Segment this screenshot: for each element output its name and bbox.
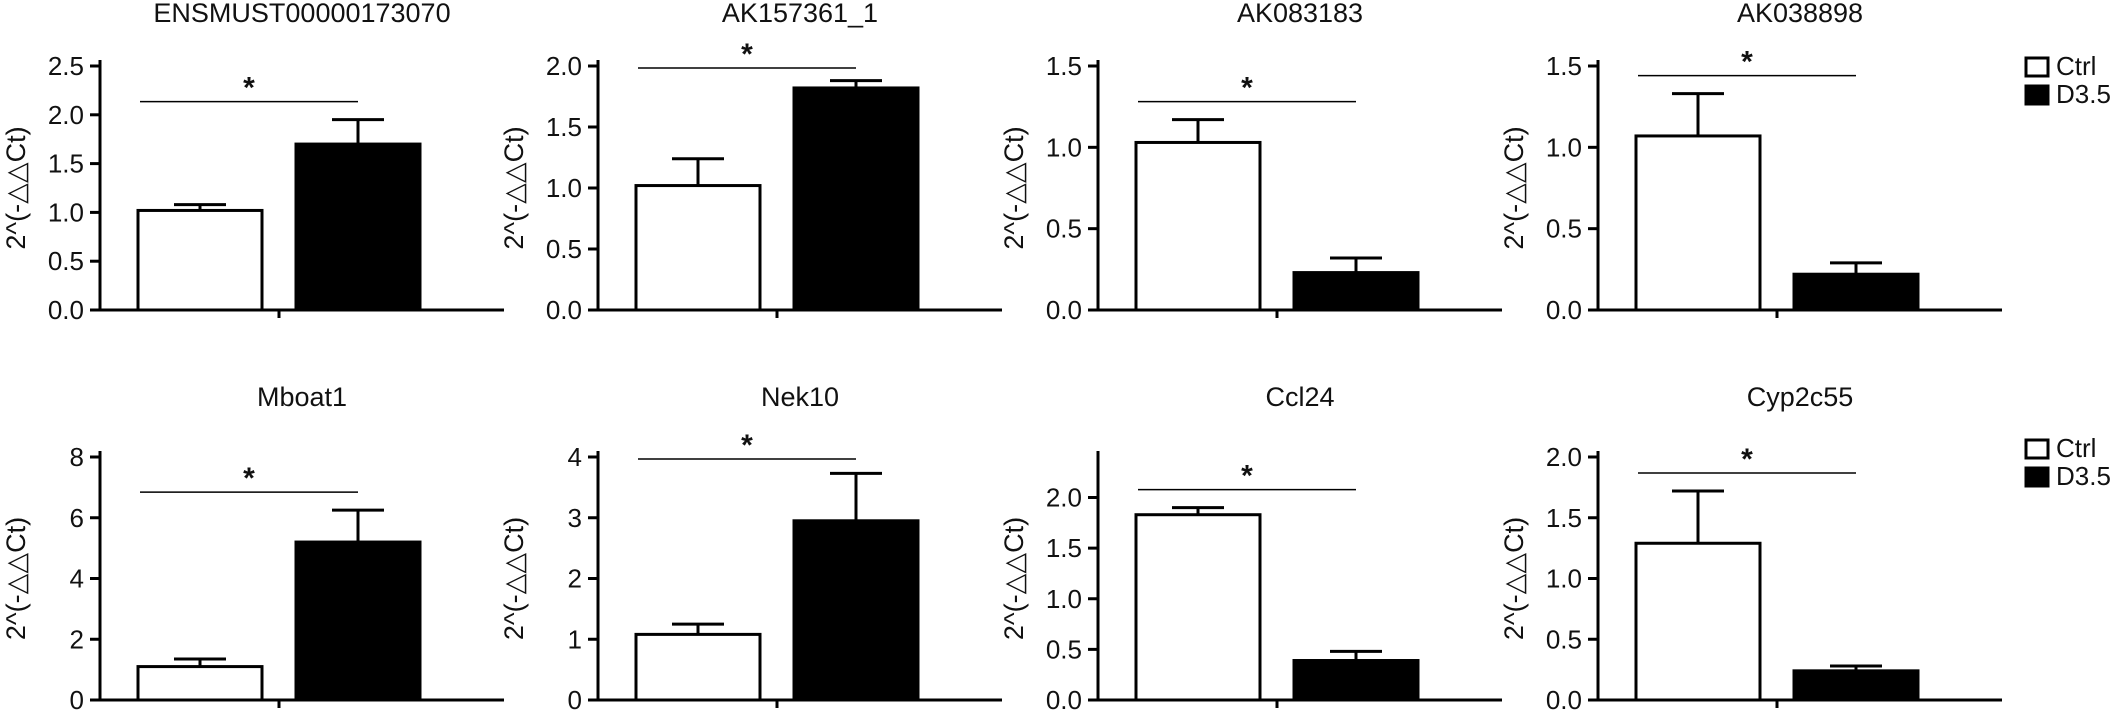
- y-tick-label: 4: [70, 564, 84, 594]
- y-axis-label: 2^(-△△Ct): [499, 517, 529, 640]
- significance-star: *: [243, 72, 255, 105]
- y-tick-label: 0: [70, 685, 84, 714]
- y-tick-label: 2: [568, 564, 582, 594]
- significance-star: *: [741, 38, 753, 71]
- panel-title: ENSMUST00000173070: [153, 0, 450, 28]
- chart-panel: AK038898 2^(-△△Ct) 0.0 0.5 1.0 1.5 *: [1499, 0, 2002, 325]
- y-tick-label: 2: [70, 624, 84, 654]
- bar-ctrl: [1134, 513, 1262, 702]
- y-axis-label: 2^(-△△Ct): [1, 126, 31, 249]
- panel-title: Cyp2c55: [1747, 382, 1854, 412]
- panel-title: Mboat1: [257, 382, 347, 412]
- y-tick-label: 0.5: [546, 234, 582, 264]
- significance-star: *: [1741, 46, 1753, 79]
- bar-ctrl: [1634, 134, 1762, 312]
- bar-d35: [294, 142, 422, 312]
- y-tick-label: 0.0: [1546, 685, 1582, 714]
- significance-star: *: [1241, 460, 1253, 493]
- y-tick-label: 1.5: [1046, 533, 1082, 563]
- y-tick-label: 0.0: [546, 295, 582, 325]
- y-tick-label: 1.0: [1546, 132, 1582, 162]
- y-tick-label: 2.5: [48, 51, 84, 81]
- panel-title: AK038898: [1737, 0, 1863, 28]
- y-tick-label: 1.0: [1046, 584, 1082, 614]
- chart-panel: Mboat1 2^(-△△Ct) 0 2 4 6 8 *: [1, 382, 504, 714]
- y-axis-label: 2^(-△△Ct): [499, 126, 529, 249]
- y-tick-label: 8: [70, 442, 84, 472]
- legend-label: D3.5: [2056, 461, 2111, 491]
- y-tick-label: 1.0: [1546, 564, 1582, 594]
- bar-ctrl: [136, 208, 264, 312]
- y-tick-label: 1.0: [1046, 132, 1082, 162]
- panel-title: Nek10: [761, 382, 839, 412]
- significance-star: *: [1741, 443, 1753, 476]
- y-axis-label: 2^(-△△Ct): [1, 517, 31, 640]
- y-tick-label: 4: [568, 442, 582, 472]
- y-tick-label: 0.5: [1046, 634, 1082, 664]
- legend-swatch: [2024, 56, 2050, 78]
- bar-d35: [1292, 659, 1420, 702]
- bar-d35: [792, 519, 920, 702]
- y-axis-label: 2^(-△△Ct): [1499, 517, 1529, 640]
- y-tick-label: 1: [568, 624, 582, 654]
- y-tick-label: 0.5: [1546, 624, 1582, 654]
- y-axis-label: 2^(-△△Ct): [999, 126, 1029, 249]
- y-tick-label: 1.5: [546, 112, 582, 142]
- y-tick-label: 2.0: [546, 51, 582, 81]
- y-tick-label: 2.0: [1546, 442, 1582, 472]
- chart-panel: Nek10 2^(-△△Ct) 0 1 2 3 4 *: [499, 382, 1002, 714]
- y-tick-label: 0.5: [1546, 214, 1582, 244]
- y-tick-label: 1.5: [1546, 51, 1582, 81]
- bar-d35: [294, 540, 422, 702]
- y-tick-label: 0.0: [1046, 295, 1082, 325]
- significance-star: *: [1241, 72, 1253, 105]
- y-tick-label: 0.0: [1046, 685, 1082, 714]
- y-tick-label: 1.5: [1046, 51, 1082, 81]
- y-tick-label: 0.5: [1046, 214, 1082, 244]
- y-tick-label: 1.5: [1546, 503, 1582, 533]
- bar-ctrl: [136, 665, 264, 702]
- panel-title: AK083183: [1237, 0, 1363, 28]
- y-tick-label: 6: [70, 503, 84, 533]
- bar-d35: [1292, 271, 1420, 312]
- bar-d35: [1792, 272, 1920, 312]
- y-tick-label: 0.0: [1546, 295, 1582, 325]
- panel-title: AK157361_1: [722, 0, 878, 28]
- y-tick-label: 1.5: [48, 149, 84, 179]
- bar-d35: [792, 86, 920, 312]
- y-axis-label: 2^(-△△Ct): [999, 517, 1029, 640]
- bar-ctrl: [1134, 140, 1262, 312]
- chart-panel: ENSMUST00000173070 2^(-△△Ct) 0.0 0.5 1.0 1.5 2…: [1, 0, 504, 325]
- significance-star: *: [243, 462, 255, 495]
- chart-panel: AK157361_1 2^(-△△Ct) 0.0 0.5 1.0 1.5 2.0 *: [499, 0, 1002, 325]
- y-tick-label: 3: [568, 503, 582, 533]
- bar-d35: [1792, 669, 1920, 702]
- legend-swatch: [2024, 466, 2050, 488]
- y-axis-label: 2^(-△△Ct): [1499, 126, 1529, 249]
- chart-panel: Ccl24 2^(-△△Ct) 0.0 0.5 1.0 1.5 2.0 *: [999, 382, 1502, 714]
- y-tick-label: 2.0: [1046, 483, 1082, 513]
- chart-panel: Cyp2c55 2^(-△△Ct) 0.0 0.5 1.0 1.5 2.0 *: [1499, 382, 2002, 714]
- significance-star: *: [741, 429, 753, 462]
- legend-swatch: [2024, 84, 2050, 106]
- bar-ctrl: [634, 632, 762, 702]
- legend-label: Ctrl: [2056, 433, 2096, 463]
- bar-ctrl: [634, 184, 762, 312]
- y-tick-label: 1.0: [48, 197, 84, 227]
- panel-title: Ccl24: [1265, 382, 1334, 412]
- legend-label: D3.5: [2056, 79, 2111, 109]
- y-tick-label: 1.0: [546, 173, 582, 203]
- bar-ctrl: [1634, 541, 1762, 702]
- y-tick-label: 0.0: [48, 295, 84, 325]
- legend-swatch: [2024, 438, 2050, 460]
- legend-label: Ctrl: [2056, 51, 2096, 81]
- y-tick-label: 0: [568, 685, 582, 714]
- y-tick-label: 0.5: [48, 246, 84, 276]
- chart-panel: AK083183 2^(-△△Ct) 0.0 0.5 1.0 1.5 *: [999, 0, 1502, 325]
- y-tick-label: 2.0: [48, 100, 84, 130]
